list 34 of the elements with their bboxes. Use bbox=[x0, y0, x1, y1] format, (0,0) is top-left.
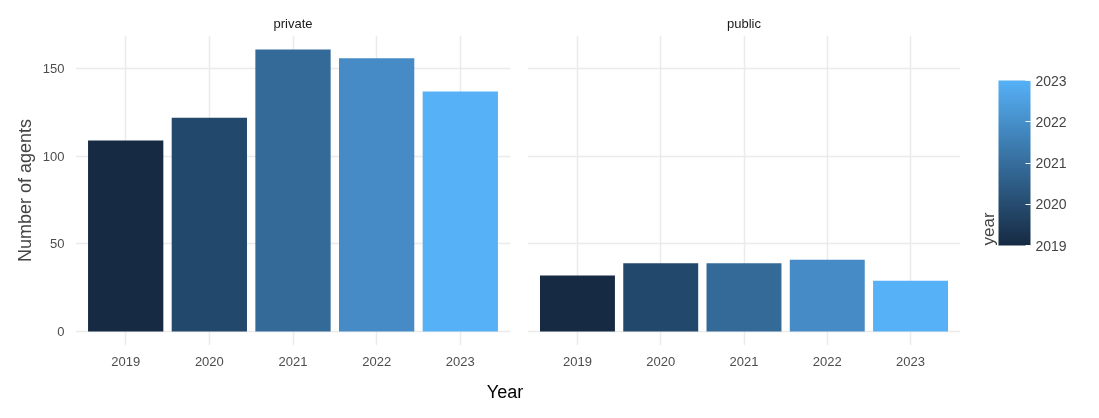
legend-title: year bbox=[978, 212, 998, 246]
bar bbox=[171, 117, 247, 332]
bar bbox=[422, 91, 498, 332]
x-tick-label: 2019 bbox=[111, 353, 141, 369]
x-tick-label: 2020 bbox=[194, 353, 224, 369]
x-tick-label: 2023 bbox=[445, 353, 475, 369]
x-axis-title: Year bbox=[486, 381, 524, 404]
bar bbox=[339, 58, 415, 332]
bar bbox=[623, 263, 699, 332]
color-bar-label: 2020 bbox=[1035, 196, 1067, 213]
bar bbox=[255, 49, 331, 332]
color-bar-label: 2019 bbox=[1035, 237, 1067, 254]
bar bbox=[706, 263, 782, 332]
bar bbox=[88, 140, 164, 332]
bar bbox=[539, 275, 615, 332]
x-tick-label: 2022 bbox=[812, 353, 842, 369]
chart-title: public bbox=[727, 15, 762, 31]
x-tick-label: 2021 bbox=[278, 353, 308, 369]
color-bar-label: 2021 bbox=[1035, 155, 1067, 171]
color-bar-label: 2022 bbox=[1035, 113, 1067, 130]
y-axis-title: Number of agents bbox=[14, 118, 35, 263]
color-bar-label: 2023 bbox=[1035, 72, 1067, 89]
x-tick-label: 2022 bbox=[362, 353, 392, 369]
x-tick-label: 2021 bbox=[729, 353, 759, 369]
y-tick-label: 150 bbox=[42, 61, 65, 77]
y-tick-label: 50 bbox=[50, 236, 65, 252]
x-tick-label: 2020 bbox=[646, 353, 676, 369]
x-tick-label: 2019 bbox=[563, 353, 592, 369]
chart-title: private bbox=[273, 15, 313, 31]
y-tick-label: 100 bbox=[42, 148, 65, 164]
x-tick-label: 2023 bbox=[896, 353, 925, 369]
bar bbox=[873, 280, 949, 332]
y-tick-label: 0 bbox=[57, 323, 65, 339]
bar bbox=[789, 259, 865, 332]
